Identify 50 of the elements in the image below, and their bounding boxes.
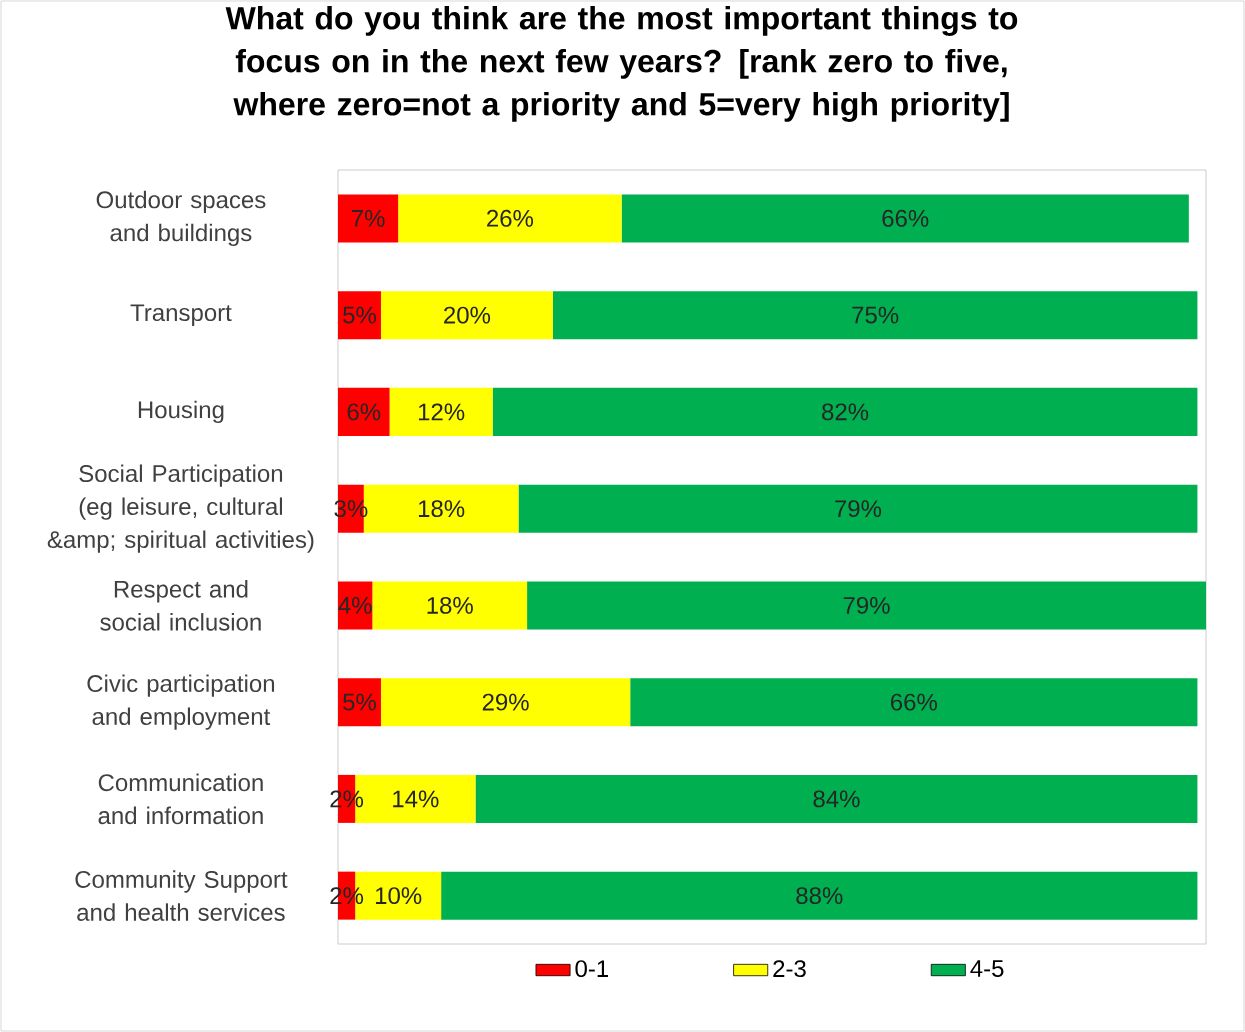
bar bbox=[380, 291, 553, 340]
data-label: 84% bbox=[813, 790, 860, 808]
bar bbox=[552, 291, 1198, 340]
y-tick-label: Housing bbox=[138, 400, 224, 424]
data-label: 10% bbox=[375, 887, 422, 905]
data-label: 6% bbox=[347, 403, 381, 421]
y-tick-label: Social Participation (eg leisure, cultural &amp; spiritual activities) bbox=[47, 464, 314, 553]
y-tick-label: Respect and social inclusion bbox=[100, 580, 261, 631]
y-tick-label: Communication and information bbox=[98, 773, 263, 825]
y-tick-label: Outdoor spaces and buildings bbox=[96, 190, 266, 247]
data-label: 12% bbox=[418, 403, 465, 421]
data-label: 14% bbox=[393, 790, 439, 808]
chart-title: What do you think are the most important things to focus on in the next few years? [rank zero to five, where zero=not a priority and 5=very high priority] bbox=[225, 6, 1018, 122]
data-label: 26% bbox=[487, 209, 534, 227]
data-label: 5% bbox=[343, 306, 376, 324]
legend-label: 0-1 bbox=[575, 960, 609, 978]
bar bbox=[338, 678, 381, 727]
bar bbox=[527, 581, 1207, 630]
data-label: 18% bbox=[427, 596, 473, 614]
legend-label: 4-5 bbox=[970, 960, 1004, 977]
bar bbox=[630, 678, 1198, 727]
data-label: 79% bbox=[835, 500, 882, 518]
data-label: 20% bbox=[444, 306, 491, 324]
bar bbox=[441, 871, 1198, 920]
bar bbox=[338, 387, 390, 436]
y-tick-label: Community Support and health services bbox=[75, 870, 288, 921]
bar bbox=[338, 291, 381, 340]
data-label: 82% bbox=[822, 403, 869, 421]
bar bbox=[389, 387, 493, 436]
data-label: 5% bbox=[343, 693, 376, 711]
bar bbox=[380, 678, 631, 727]
y-tick-label: Civic participation and employment bbox=[87, 674, 275, 730]
data-label: 75% bbox=[852, 306, 899, 324]
bar bbox=[372, 581, 528, 630]
data-label: 66% bbox=[891, 693, 937, 711]
data-label: 79% bbox=[843, 596, 890, 614]
y-tick-label: Transport bbox=[130, 304, 232, 326]
bar bbox=[518, 484, 1198, 533]
bar bbox=[475, 774, 1198, 823]
legend-label: 2-3 bbox=[773, 960, 806, 978]
data-label: 4% bbox=[338, 596, 372, 614]
data-label: 18% bbox=[418, 500, 465, 518]
bar bbox=[621, 194, 1189, 243]
bar bbox=[398, 194, 622, 243]
data-label: 88% bbox=[796, 887, 843, 905]
data-label: 7% bbox=[351, 209, 385, 227]
bar bbox=[338, 194, 399, 243]
bar bbox=[492, 387, 1198, 436]
data-label: 66% bbox=[882, 209, 929, 227]
data-label: 29% bbox=[482, 693, 529, 711]
